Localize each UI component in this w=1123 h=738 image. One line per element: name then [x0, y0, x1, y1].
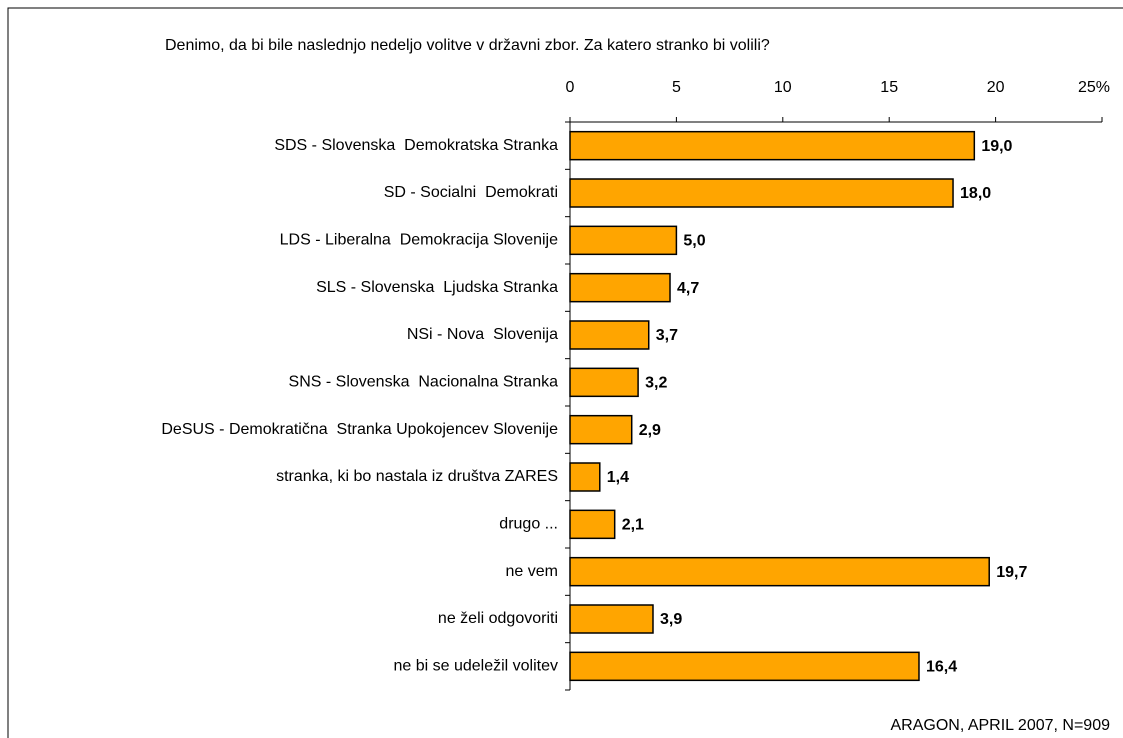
y-tick-label: ne bi se udeležil volitev: [393, 658, 558, 675]
chart-title: Denimo, da bi bile naslednjo nedeljo vol…: [165, 37, 770, 54]
y-tick-label: stranka, ki bo nastala iz društva ZARES: [276, 468, 558, 485]
y-tick-label: SD - Socialni Demokrati: [384, 184, 558, 201]
bar: [569, 462, 601, 492]
value-label: 3,7: [656, 327, 678, 344]
y-tick-label: ne vem: [506, 563, 558, 580]
y-tick-label: ne želi odgovoriti: [438, 610, 558, 627]
value-label: 19,0: [981, 138, 1012, 155]
value-label: 4,7: [677, 280, 699, 297]
x-tick-label: 20: [987, 79, 1005, 96]
bar: [569, 320, 650, 350]
bar: [569, 651, 920, 682]
value-label: 18,0: [960, 185, 991, 202]
value-label: 3,9: [660, 611, 682, 628]
value-label: 3,2: [645, 375, 667, 392]
frame: [7, 7, 1123, 738]
value-label: 2,1: [622, 517, 644, 534]
bar: [569, 178, 954, 208]
y-tick-label: drugo ...: [499, 516, 558, 533]
value-label: 1,4: [607, 469, 629, 486]
source-note: ARAGON, APRIL 2007, N=909: [890, 717, 1110, 734]
value-label: 5,0: [683, 233, 705, 250]
value-label: 16,4: [926, 659, 957, 676]
x-tick-label: 15: [880, 79, 898, 96]
bar: [569, 604, 654, 634]
value-label: 19,7: [996, 564, 1027, 581]
x-tick-label: 25%: [1078, 79, 1110, 96]
value-label: 2,9: [639, 422, 661, 439]
y-tick-label: DeSUS - Demokratična Stranka Upokojencev…: [161, 421, 558, 438]
bar: [569, 414, 633, 445]
y-tick-label: LDS - Liberalna Demokracija Slovenije: [280, 232, 558, 249]
bar: [569, 272, 671, 303]
y-tick-label: SLS - Slovenska Ljudska Stranka: [316, 279, 558, 296]
x-tick-label: 10: [774, 79, 792, 96]
x-tick-label: 0: [566, 79, 575, 96]
bar: [569, 556, 990, 587]
y-tick-label: SDS - Slovenska Demokratska Stranka: [274, 137, 558, 154]
bar: [569, 225, 678, 256]
bar: [569, 130, 976, 161]
y-tick-label: NSi - Nova Slovenija: [407, 326, 558, 343]
x-tick-label: 5: [672, 79, 681, 96]
bar: [569, 509, 616, 540]
bar: [569, 367, 639, 398]
y-tick-label: SNS - Slovenska Nacionalna Stranka: [289, 374, 559, 391]
